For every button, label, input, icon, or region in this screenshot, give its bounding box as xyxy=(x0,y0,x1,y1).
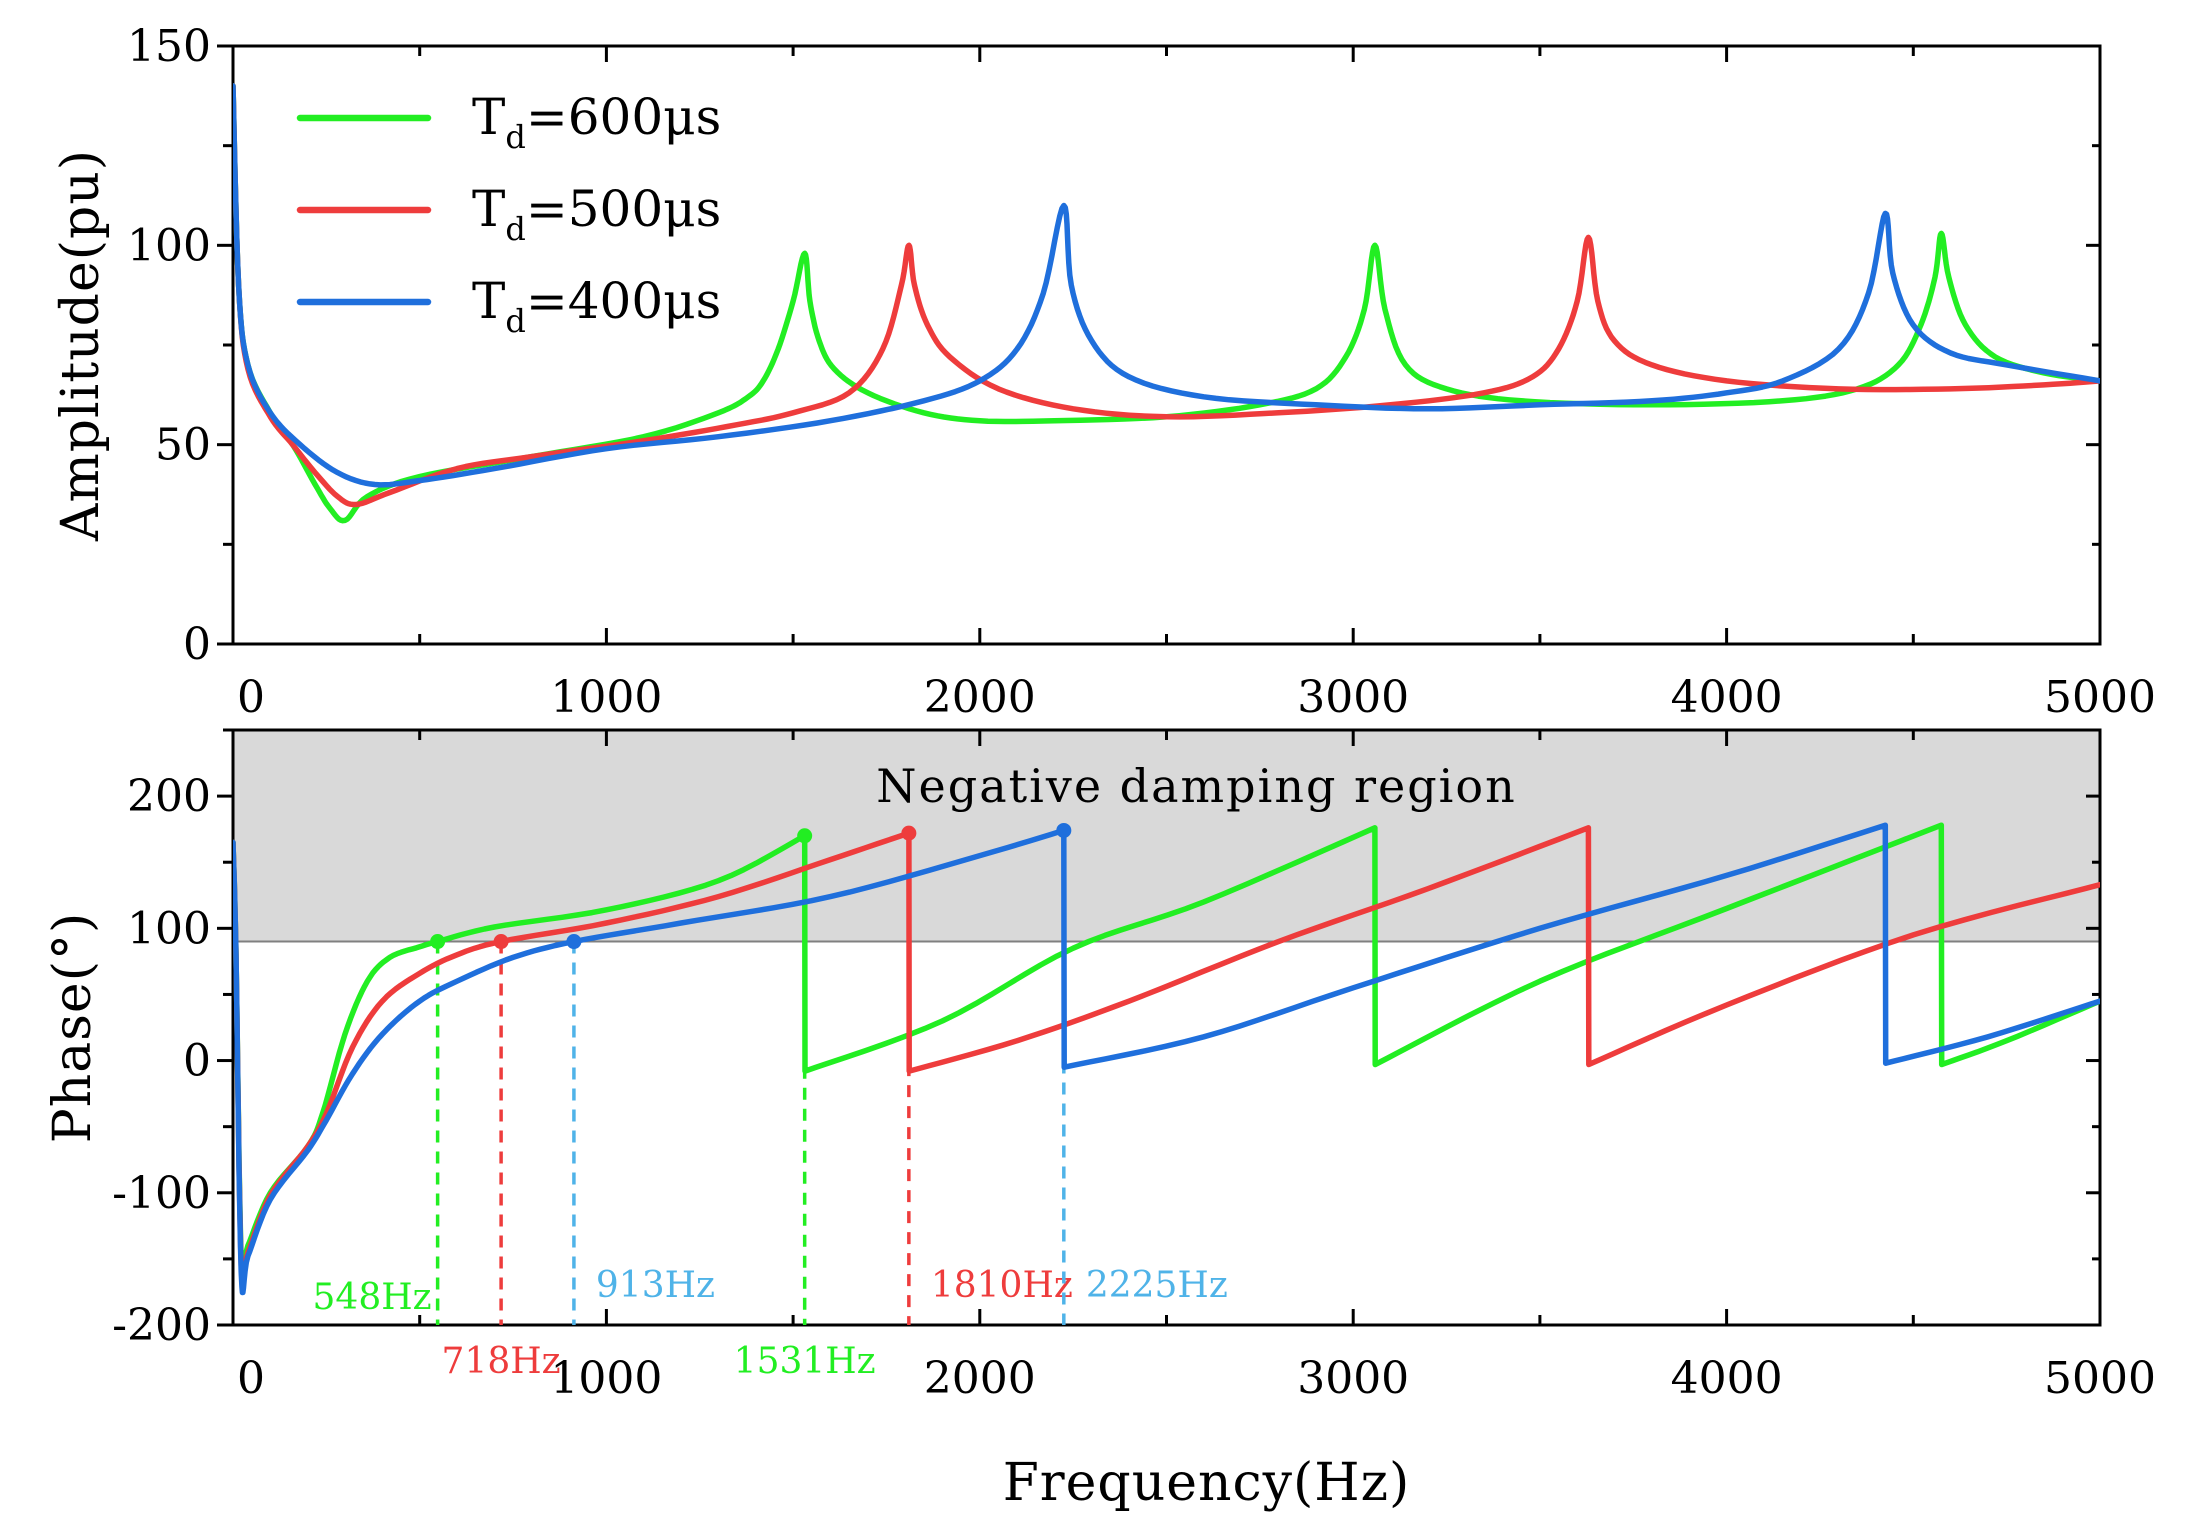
x-tick-label: 4000 xyxy=(1671,1353,1783,1404)
legend-main: T xyxy=(472,88,505,146)
y-tick-label: 0 xyxy=(183,1036,211,1087)
series-line xyxy=(233,822,2100,1296)
x-tick-label: 2000 xyxy=(924,672,1036,723)
y-tick-label: 100 xyxy=(127,903,211,954)
x-tick-label: 1000 xyxy=(550,672,662,723)
x-tick-label: 5000 xyxy=(2044,1353,2156,1404)
legend-main: T xyxy=(472,180,505,238)
legend-sub: d xyxy=(505,210,525,248)
legend-rest: =500μs xyxy=(526,180,721,238)
legend-sub: d xyxy=(505,118,525,156)
marker-label: 913Hz xyxy=(596,1265,715,1306)
legend-label: Td=400μs xyxy=(472,272,721,340)
marker-label: 1531Hz xyxy=(734,1341,876,1382)
marker-point xyxy=(493,934,509,950)
x-tick-label: 1000 xyxy=(550,1353,662,1404)
y-axis-title: Phase(°) xyxy=(43,912,103,1144)
marker-point xyxy=(901,825,917,841)
y-tick-label: 100 xyxy=(127,220,211,271)
marker-point xyxy=(566,934,582,950)
negative-damping-region xyxy=(233,730,2100,942)
x-tick-label: 3000 xyxy=(1297,1353,1409,1404)
legend-rest: =600μs xyxy=(526,88,721,146)
legend-sub: d xyxy=(505,302,525,340)
series-line xyxy=(233,83,2100,488)
phase-series-group xyxy=(233,822,2100,1296)
legend-rest: =400μs xyxy=(526,272,721,330)
y-tick-label: 0 xyxy=(183,619,211,670)
x-axis-title: Frequency(Hz) xyxy=(1003,1453,1411,1513)
series-line xyxy=(233,83,2100,508)
y-tick-label: 150 xyxy=(127,21,211,72)
y-axis-title: Amplitude(pu) xyxy=(51,149,111,542)
marker-label: 548Hz xyxy=(313,1277,432,1318)
y-tick-label: -200 xyxy=(112,1300,211,1351)
x-tick-label: 3000 xyxy=(1297,672,1409,723)
amplitude-panel: 0 1000 2000 3000 4000 5000 0 50 100 150 Amplitude(… xyxy=(51,21,2156,723)
marker-point xyxy=(1056,822,1072,838)
marker-point xyxy=(430,934,446,950)
x-tick-label: 0 xyxy=(237,1353,265,1404)
legend-main: T xyxy=(472,272,505,330)
y-tick-label: 200 xyxy=(127,771,211,822)
x-tick-label: 0 xyxy=(237,672,265,723)
amplitude-series-group xyxy=(233,83,2100,524)
marker-point xyxy=(797,828,813,844)
marker-label: 1810Hz xyxy=(931,1265,1073,1306)
x-tick-label: 4000 xyxy=(1671,672,1783,723)
region-label: Negative damping region xyxy=(876,759,1516,813)
y-tick-label: -100 xyxy=(112,1168,211,1219)
y-tick-label: 50 xyxy=(155,420,211,471)
marker-label: 718Hz xyxy=(442,1341,561,1382)
x-tick-label: 5000 xyxy=(2044,672,2156,723)
legend-label: Td=500μs xyxy=(472,180,721,248)
marker-label: 2225Hz xyxy=(1086,1265,1228,1306)
legend-label: Td=600μs xyxy=(472,88,721,156)
x-tick-label: 2000 xyxy=(924,1353,1036,1404)
